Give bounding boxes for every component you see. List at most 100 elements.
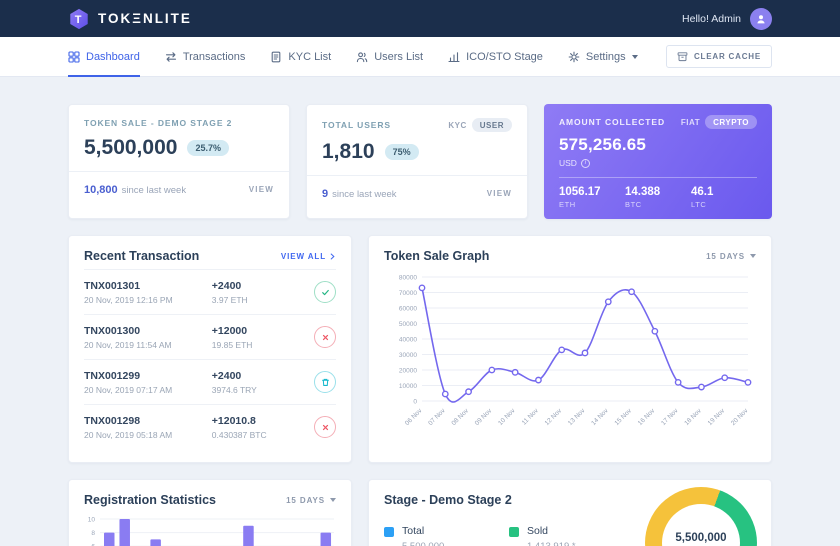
registration-period-dropdown[interactable]: 15 DAYS (286, 496, 336, 505)
registration-statistics-card: Registration Statistics 15 DAYS 1086420 (68, 479, 352, 546)
token-sale-view-link[interactable]: VIEW (248, 184, 274, 194)
total-users-card: TOTAL USERS KYC USER 1,810 75% 9 since la… (306, 104, 528, 219)
topbar: T TOKΞNLITE Hello! Admin (0, 0, 840, 37)
coin-totals: 1056.17 ETH 14.388 BTC 46.1 LTC (559, 177, 757, 209)
tx-date: 20 Nov, 2019 11:54 AM (84, 339, 172, 350)
tx-id: TNX001300 (84, 324, 141, 337)
token-sale-title: TOKEN SALE - DEMO STAGE 2 (84, 118, 233, 128)
info-icon[interactable]: i (580, 158, 590, 168)
token-sale-graph-card: Token Sale Graph 15 DAYS 0 10000 20000 3000… (368, 235, 772, 463)
coin-ltc-label: LTC (691, 200, 707, 209)
nav-tab-kyc-list[interactable]: KYC List (270, 37, 331, 76)
svg-text:80000: 80000 (399, 274, 417, 281)
svg-text:T: T (75, 14, 84, 26)
svg-text:10 Nov: 10 Nov (497, 407, 517, 427)
amount-collected-title: AMOUNT COLLECTED (559, 117, 666, 127)
token-sale-delta: 10,800 (84, 184, 118, 196)
clear-cache-button[interactable]: CLEAR CACHE (665, 45, 772, 68)
transaction-row[interactable]: TNX001299 20 Nov, 2019 07:17 AM +2400 3974… (84, 359, 336, 404)
svg-text:18 Nov: 18 Nov (683, 407, 703, 427)
total-users-delta: 9 (322, 188, 329, 200)
status-confirmed-icon (314, 281, 336, 303)
legend-item-total: Total 5,500,000 (384, 525, 499, 546)
nav-tab-dashboard[interactable]: Dashboard (68, 37, 140, 77)
graph-period-dropdown[interactable]: 15 DAYS (706, 252, 756, 261)
token-sale-graph-title: Token Sale Graph (384, 249, 490, 263)
graph-period-label: 15 DAYS (706, 251, 745, 261)
toggle-fiat[interactable]: FIAT (680, 117, 701, 127)
toggle-crypto[interactable]: CRYPTO (705, 115, 757, 129)
total-users-title: TOTAL USERS (322, 120, 391, 130)
coin-btc: 14.388 BTC (625, 186, 691, 209)
token-sale-delta-caption: since last week (121, 185, 187, 196)
tx-id: TNX001298 (84, 414, 141, 427)
coin-ltc-value: 46.1 (691, 186, 714, 198)
toggle-kyc[interactable]: KYC (448, 120, 467, 130)
chevron-right-icon (330, 253, 335, 259)
legend-swatch (509, 527, 519, 537)
legend-value: 5,500,000 (402, 541, 444, 546)
view-all-label: VIEW ALL (280, 251, 326, 261)
token-sale-badge: 25.7% (187, 140, 229, 156)
brand[interactable]: T TOKΞNLITE (68, 8, 192, 30)
total-users-view-link[interactable]: VIEW (486, 188, 512, 198)
tx-date: 20 Nov, 2019 05:18 AM (84, 429, 173, 440)
chevron-down-icon (750, 254, 756, 258)
status-deleted-trash-icon (314, 371, 336, 393)
svg-text:08 Nov: 08 Nov (450, 407, 470, 427)
avatar[interactable] (750, 7, 772, 30)
svg-text:09 Nov: 09 Nov (474, 407, 494, 427)
brand-text: TOKΞNLITE (98, 11, 192, 26)
svg-text:16 Nov: 16 Nov (637, 407, 657, 427)
cache-archive-icon (677, 52, 688, 62)
view-all-link[interactable]: VIEW ALL (281, 252, 336, 261)
recent-transactions-card: Recent Transaction VIEW ALL TNX001301 20 … (68, 235, 352, 463)
tx-sub-amount: 19.85 ETH (211, 339, 253, 350)
nav-tab-users-list[interactable]: Users List (356, 37, 423, 76)
main-navbar: Dashboard Transactions KYC List Users Li… (0, 37, 840, 77)
svg-text:70000: 70000 (399, 290, 417, 297)
registration-bar-chart: 1086420 (88, 516, 334, 546)
legend-swatch (384, 527, 394, 537)
legend-label: Total (402, 525, 425, 537)
svg-text:40000: 40000 (399, 336, 417, 343)
coin-btc-label: BTC (625, 200, 642, 209)
svg-text:60000: 60000 (399, 305, 417, 312)
svg-text:12 Nov: 12 Nov (544, 407, 564, 427)
total-users-delta-caption: since last week (332, 189, 397, 200)
nav-tab-settings[interactable]: Settings (568, 37, 638, 76)
greeting-text: Hello! Admin (682, 12, 741, 25)
stage-legend: Total5,500,000 Sold1,413,919 * Sale %25.… (384, 525, 624, 546)
chevron-down-icon (631, 54, 638, 59)
token-sale-delta-wrap: 10,800 since last week (84, 180, 186, 198)
nav-tab-ico-sto-stage[interactable]: ICO/STO Stage (448, 37, 543, 76)
status-declined-icon (314, 416, 336, 438)
svg-text:10000: 10000 (399, 383, 417, 390)
nav-tab-transactions[interactable]: Transactions (165, 37, 246, 76)
transaction-row[interactable]: TNX001298 20 Nov, 2019 05:18 AM +12010.8 0… (84, 404, 336, 449)
svg-text:14 Nov: 14 Nov (590, 407, 610, 427)
coin-ltc: 46.1 LTC (691, 186, 757, 209)
nav-tabs: Dashboard Transactions KYC List Users Li… (68, 37, 638, 77)
nav-label: Settings (585, 50, 626, 63)
total-users-delta-wrap: 9 since last week (322, 184, 397, 202)
tx-sub-amount: 0.430387 BTC (211, 429, 267, 440)
chevron-down-icon (330, 498, 336, 502)
currency-toggle: FIAT CRYPTO (681, 115, 757, 129)
legend-value: 1,413,919 * (527, 541, 576, 546)
svg-text:8: 8 (91, 530, 95, 537)
stage-title: Stage - Demo Stage 2 (384, 493, 512, 507)
transaction-row[interactable]: TNX001300 20 Nov, 2019 11:54 AM +12000 19.… (84, 314, 336, 359)
dashboard-content: TOKEN SALE - DEMO STAGE 2 5,500,000 25.7… (0, 77, 840, 546)
stage-donut-chart: 5,500,000 TLE (645, 487, 757, 546)
svg-text:19 Nov: 19 Nov (707, 407, 727, 427)
svg-text:6: 6 (91, 544, 95, 546)
nav-label: Transactions (182, 50, 246, 63)
settings-gear-icon (568, 51, 580, 62)
stage-chart-icon (448, 51, 460, 62)
tx-amount: +2400 (211, 369, 242, 382)
transaction-row[interactable]: TNX001301 20 Nov, 2019 12:16 PM +2400 3.97… (84, 269, 336, 314)
nav-label: Users List (374, 50, 424, 63)
toggle-user[interactable]: USER (471, 118, 512, 132)
tx-date: 20 Nov, 2019 12:16 PM (84, 294, 173, 305)
